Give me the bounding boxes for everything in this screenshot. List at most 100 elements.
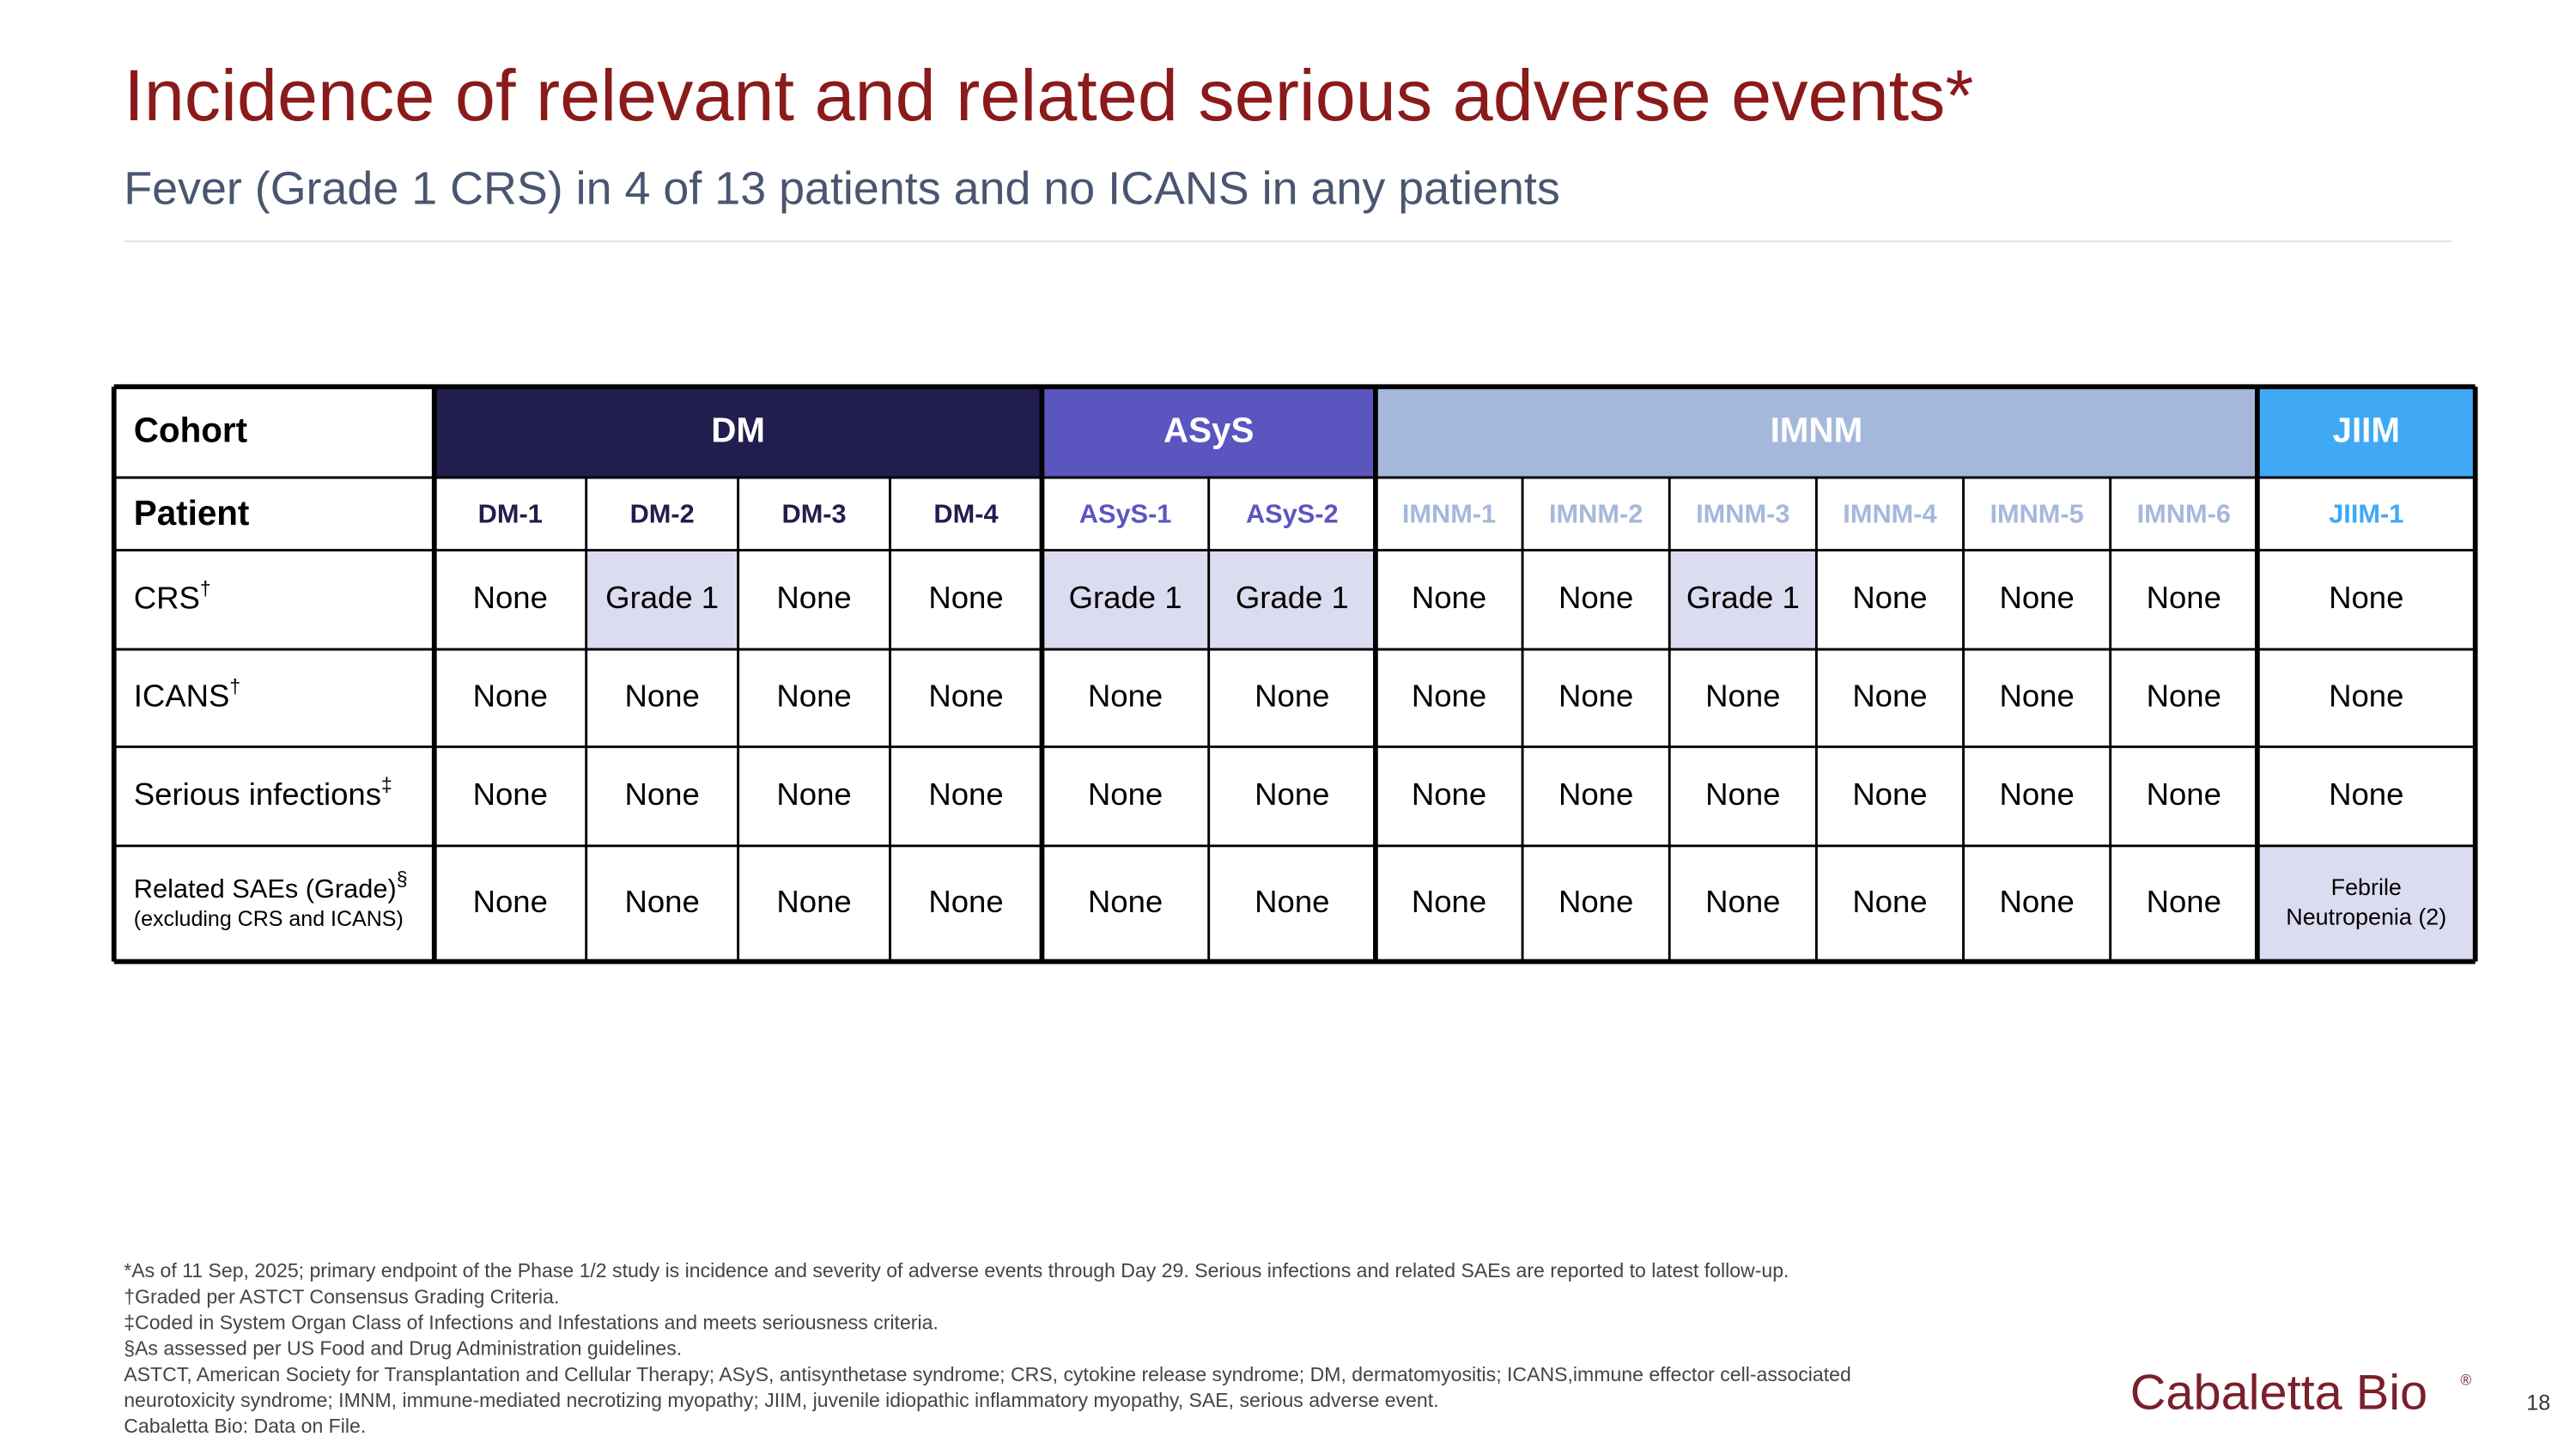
footnote: §As assessed per US Food and Drug Admini… <box>124 1337 682 1360</box>
cell-text: None <box>1852 884 1927 919</box>
cell-text: None <box>1412 678 1486 713</box>
cell-text: None <box>776 776 851 812</box>
page-number: 18 <box>2526 1391 2550 1415</box>
cohort-name: DM <box>711 411 765 450</box>
patient-id: IMNM-2 <box>1549 498 1643 528</box>
cell-text: Grade 1 <box>1069 580 1182 615</box>
cell-text: None <box>1705 776 1780 812</box>
cell-text: None <box>1852 678 1927 713</box>
cell-text: None <box>1255 776 1329 812</box>
row-label: ICANS† <box>134 675 240 713</box>
cell-highlight <box>1669 550 1817 649</box>
cohort-name: IMNM <box>1771 411 1863 450</box>
cell-text: None <box>473 776 548 812</box>
patient-id: DM-2 <box>630 498 695 528</box>
footnote: *As of 11 Sep, 2025; primary endpoint of… <box>124 1259 1789 1282</box>
row-label: Related SAEs (Grade)§ <box>134 868 408 904</box>
cell-text: None <box>625 776 700 812</box>
cell-text: Grade 1 <box>1686 580 1800 615</box>
cohort-header <box>2257 387 2476 478</box>
cell-text: None <box>625 884 700 919</box>
cell-text: None <box>1705 678 1780 713</box>
cell-text: None <box>776 580 851 615</box>
patient-id: DM-1 <box>478 498 543 528</box>
cell-text: None <box>2329 678 2403 713</box>
row-label-text: ICANS <box>134 678 230 713</box>
row-label-text: CRS <box>134 580 200 615</box>
cohort-label: Cohort <box>134 411 247 450</box>
cell-text: None <box>1255 678 1329 713</box>
cell-text: None <box>776 884 851 919</box>
cell-text: None <box>2329 580 2403 615</box>
cell-text: None <box>1255 884 1329 919</box>
subtitle: Fever (Grade 1 CRS) in 4 of 13 patients … <box>124 163 1560 215</box>
cell-text: Febrile <box>2331 874 2402 900</box>
cell-text: None <box>1999 884 2074 919</box>
cell-text: None <box>2147 678 2221 713</box>
cell-text: None <box>473 580 548 615</box>
cell-text: None <box>473 678 548 713</box>
cell-text: None <box>1852 776 1927 812</box>
row-label: CRS† <box>134 577 211 615</box>
cell-text: None <box>928 884 1003 919</box>
cell-text: None <box>1088 884 1163 919</box>
cohort-header <box>434 387 1042 478</box>
cell-text: None <box>928 580 1003 615</box>
row-label-mark: † <box>200 577 211 600</box>
cell-text: None <box>473 884 548 919</box>
cell-text: None <box>1852 580 1927 615</box>
cell-highlight <box>1042 550 1209 649</box>
cell-text: None <box>1999 678 2074 713</box>
row-label-mark: § <box>397 868 408 890</box>
patient-id: IMNM-4 <box>1843 498 1936 528</box>
footnote: †Graded per ASTCT Consensus Grading Crit… <box>124 1285 559 1307</box>
patient-id: DM-3 <box>781 498 846 528</box>
cell-text: None <box>928 678 1003 713</box>
row-label-text: Serious infections <box>134 776 381 812</box>
logo: Cabaletta Bio <box>2130 1365 2427 1420</box>
patient-id: IMNM-3 <box>1696 498 1789 528</box>
row-label-mark: † <box>229 675 240 697</box>
cell-text: None <box>1705 884 1780 919</box>
cohort-name: ASyS <box>1163 411 1254 450</box>
footnote: ‡Coded in System Organ Class of Infectio… <box>124 1311 939 1333</box>
row-label-text: Related SAEs (Grade) <box>134 874 397 904</box>
cell-text: None <box>1558 776 1633 812</box>
title: Incidence of relevant and related seriou… <box>124 54 1973 136</box>
cell-highlight <box>1208 550 1376 649</box>
cell-highlight <box>586 550 738 649</box>
row-label-mark: ‡ <box>381 774 392 796</box>
cohort-name: JIIM <box>2333 411 2401 450</box>
patient-id: IMNM-5 <box>1990 498 2083 528</box>
cell-text: None <box>1558 580 1633 615</box>
patient-id: IMNM-6 <box>2137 498 2231 528</box>
cell-text: None <box>1412 884 1486 919</box>
footnote: neurotoxicity syndrome; IMNM, immune-med… <box>124 1389 1438 1411</box>
patient-id: JIIM-1 <box>2329 498 2403 528</box>
cohort-header <box>1375 387 2257 478</box>
cell-text: None <box>776 678 851 713</box>
patient-id: DM-4 <box>933 498 998 528</box>
cell-text: None <box>625 678 700 713</box>
patient-label: Patient <box>134 493 250 533</box>
patient-id: ASyS-2 <box>1246 498 1339 528</box>
cell-text: Grade 1 <box>605 580 719 615</box>
cell-text: None <box>2147 580 2221 615</box>
cell-text: None <box>2147 884 2221 919</box>
cell-text: Grade 1 <box>1236 580 1349 615</box>
patient-id: IMNM-1 <box>1402 498 1496 528</box>
footnote: ASTCT, American Society for Transplantat… <box>124 1363 1851 1385</box>
row-label-note: (excluding CRS and ICANS) <box>134 907 404 931</box>
cell-text: None <box>1558 678 1633 713</box>
row-label: Serious infections‡ <box>134 774 392 812</box>
cell-text: Neutropenia (2) <box>2286 904 2446 930</box>
cell-text: None <box>1999 580 2074 615</box>
cell-text: None <box>2147 776 2221 812</box>
cell-text: None <box>1412 776 1486 812</box>
cell-highlight <box>2257 845 2476 962</box>
cell-text: None <box>1088 776 1163 812</box>
cell-text: None <box>1558 884 1633 919</box>
cell-text: None <box>1412 580 1486 615</box>
